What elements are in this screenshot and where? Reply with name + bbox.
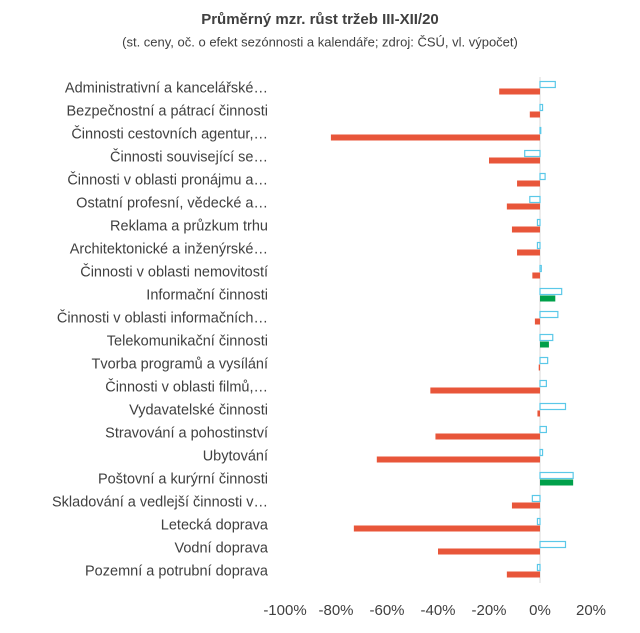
bar: [511, 502, 540, 509]
y-tick-label: Vodní doprava: [174, 540, 268, 556]
y-tick-label: Činnosti v oblasti filmů,…: [105, 378, 268, 395]
bar: [536, 218, 541, 227]
bar: [532, 272, 540, 279]
y-tick-label: Skladování a vedlejší činnosti v…: [52, 494, 268, 510]
y-tick-label: Ubytování: [203, 448, 268, 464]
bar: [376, 456, 540, 463]
y-tick-label: Ostatní profesní, vědecké a…: [76, 195, 268, 211]
y-tick-label: Činnosti v oblasti nemovitostí: [80, 263, 268, 280]
bar: [517, 249, 540, 256]
bar: [539, 264, 542, 273]
bar: [353, 525, 540, 532]
x-tick-label: -40%: [420, 602, 455, 619]
y-tick-label: Činnosti cestovních agentur,…: [71, 125, 268, 142]
bar: [499, 88, 540, 95]
bar: [517, 180, 540, 187]
y-tick-label: Poštovní a kurýrní činnosti: [98, 471, 268, 487]
bar: [539, 425, 547, 434]
bar: [540, 479, 574, 486]
bar: [539, 310, 559, 319]
bar: [534, 318, 540, 325]
bar: [539, 80, 556, 89]
bar: [539, 172, 546, 181]
bar: [430, 387, 540, 394]
bar: [539, 333, 554, 342]
bar: [524, 149, 541, 158]
y-tick-label: Informační činnosti: [146, 287, 268, 303]
bar: [538, 364, 540, 371]
chart-title: Průměrný mzr. růst tržeb III-XII/20: [201, 11, 439, 28]
bar: [537, 410, 540, 417]
bar: [539, 471, 574, 480]
y-tick-label: Stravování a pohostinství: [105, 425, 268, 441]
bar: [529, 195, 541, 204]
bar: [539, 126, 542, 135]
y-tick-label: Bezpečnostní a pátrací činnosti: [66, 103, 268, 119]
y-tick-label: Činnosti v oblasti pronájmu a…: [67, 171, 268, 188]
bar: [531, 494, 541, 503]
bar: [540, 295, 556, 302]
y-tick-label: Činnosti v oblasti informačních…: [57, 309, 268, 326]
bar: [536, 517, 541, 526]
bar: [539, 103, 544, 112]
x-tick-label: -80%: [318, 602, 353, 619]
bar: [506, 203, 540, 210]
bar: [539, 540, 567, 549]
y-tick-label: Vydavatelské činnosti: [129, 402, 268, 418]
bar: [539, 356, 549, 365]
bar: [540, 341, 549, 348]
y-tick-label: Letecká doprava: [161, 517, 269, 533]
bar: [529, 111, 540, 118]
x-tick-label: -20%: [471, 602, 506, 619]
bar: [536, 241, 541, 250]
y-tick-label: Reklama a průzkum trhu: [110, 218, 268, 234]
bar: [438, 548, 540, 555]
x-tick-label: 0%: [529, 602, 551, 619]
y-tick-label: Architektonické a inženýrské…: [70, 241, 268, 257]
x-tick-label: -100%: [263, 602, 306, 619]
bar: [435, 433, 540, 440]
y-tick-label: Administrativní a kancelářské…: [65, 80, 268, 96]
bar: [330, 134, 540, 141]
y-tick-label: Pozemní a potrubní doprava: [85, 563, 269, 579]
y-tick-label: Činnosti související se…: [110, 148, 268, 165]
bar: [489, 157, 540, 164]
y-tick-label: Tvorba programů a vysílání: [92, 356, 269, 372]
chart-subtitle: (st. ceny, oč. o efekt sezónnosti a kale…: [122, 34, 518, 49]
bar: [539, 287, 563, 296]
bar: [539, 448, 544, 457]
x-tick-label: 20%: [576, 602, 606, 619]
bar: [511, 226, 540, 233]
bar: [536, 563, 541, 572]
bar: [539, 402, 567, 411]
bar: [539, 379, 547, 388]
y-tick-label: Telekomunikační činnosti: [107, 333, 268, 349]
bar: [506, 571, 540, 578]
x-tick-label: -60%: [369, 602, 404, 619]
